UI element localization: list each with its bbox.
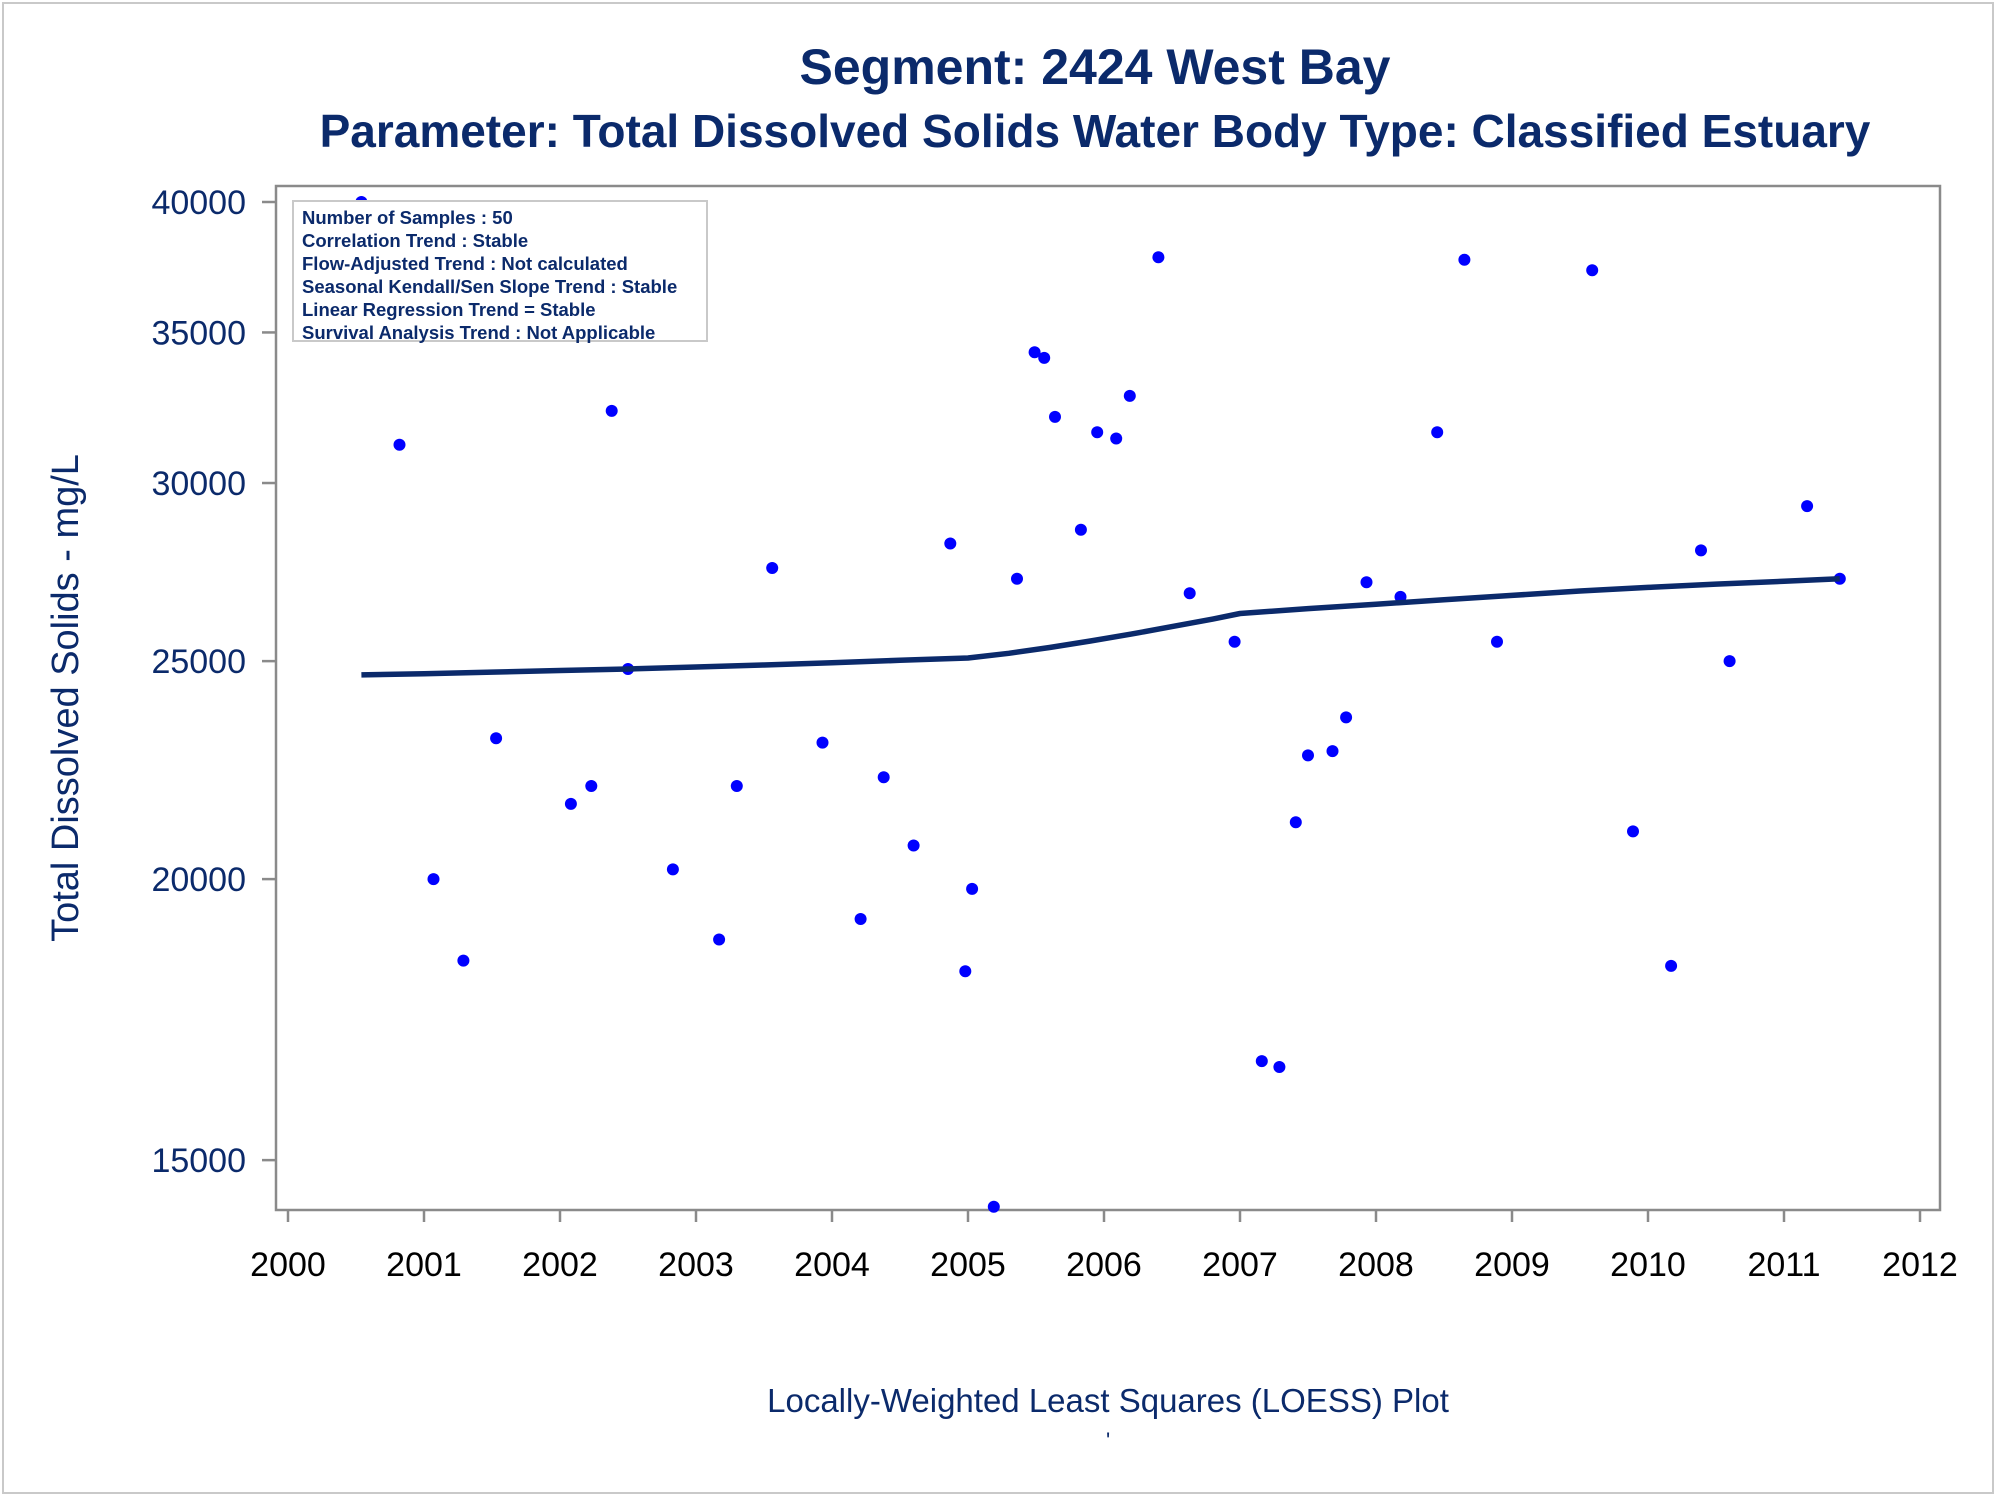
stat-line-1: Correlation Trend : Stable <box>302 230 529 251</box>
data-point-11 <box>730 780 743 792</box>
data-point-21 <box>1011 572 1023 585</box>
data-point-44 <box>1627 825 1639 838</box>
y-axis: 15000 20000 25000 30000 35000 40000 <box>151 184 276 1180</box>
data-point-25 <box>1074 523 1087 536</box>
data-point-37 <box>1340 711 1353 724</box>
x-tick-label-0: 2000 <box>250 1246 326 1284</box>
y-tick-label-1: 20000 <box>151 861 246 899</box>
data-point-33 <box>1273 1061 1286 1073</box>
data-point-34 <box>1289 816 1302 829</box>
x-tick-label-12: 2012 <box>1882 1246 1958 1284</box>
data-point-29 <box>1152 251 1165 264</box>
x-tick-label-10: 2010 <box>1610 1246 1686 1284</box>
data-point-19 <box>966 882 979 895</box>
chart-footnote: Locally-Weighted Least Squares (LOESS) P… <box>767 1382 1449 1419</box>
x-tick-label-2: 2002 <box>522 1246 598 1284</box>
y-tick-label-2: 25000 <box>151 643 246 681</box>
data-point-16 <box>907 839 920 852</box>
data-point-4 <box>490 732 503 745</box>
x-tick-label-4: 2004 <box>794 1246 870 1284</box>
data-point-32 <box>1255 1055 1268 1068</box>
x-tick-label-11: 2011 <box>1747 1246 1820 1284</box>
data-point-18 <box>959 965 972 978</box>
x-tick-label-9: 2009 <box>1474 1246 1550 1284</box>
data-point-43 <box>1586 264 1599 277</box>
chart-title: Segment: 2424 West Bay <box>799 39 1391 95</box>
data-point-22 <box>1028 346 1041 359</box>
data-point-5 <box>564 797 577 810</box>
data-point-27 <box>1110 432 1123 445</box>
footnote-mark: ' <box>1106 1428 1111 1453</box>
chart-subtitle: Parameter: Total Dissolved Solids Water … <box>319 105 1871 157</box>
data-point-6 <box>585 780 598 792</box>
data-point-13 <box>816 736 829 749</box>
data-point-2 <box>427 873 440 886</box>
data-point-31 <box>1228 635 1241 648</box>
x-axis: 2000 2001 2002 2003 2004 2005 2006 2007 2008 2009… <box>250 1210 1958 1284</box>
data-point-35 <box>1302 749 1314 762</box>
x-tick-label-5: 2005 <box>930 1246 1006 1284</box>
data-point-40 <box>1431 426 1444 439</box>
stat-line-0: Number of Samples : 50 <box>302 207 513 228</box>
data-point-46 <box>1695 544 1707 557</box>
x-tick-label-8: 2008 <box>1338 1246 1414 1284</box>
data-point-3 <box>457 954 470 967</box>
x-tick-label-6: 2006 <box>1066 1246 1142 1284</box>
plot-area <box>274 184 1942 1212</box>
data-marks <box>355 196 1846 1213</box>
data-point-20 <box>987 1200 1000 1213</box>
data-point-1 <box>393 438 406 451</box>
y-tick-label-0: 15000 <box>151 1142 246 1180</box>
data-point-41 <box>1458 253 1471 266</box>
data-point-28 <box>1123 389 1136 402</box>
stat-line-4: Linear Regression Trend = Stable <box>302 299 596 320</box>
data-point-12 <box>766 562 779 574</box>
data-point-48 <box>1801 500 1814 513</box>
stat-line-5: Survival Analysis Trend : Not Applicable <box>302 322 656 343</box>
x-tick-label-7: 2007 <box>1202 1246 1278 1284</box>
data-point-26 <box>1091 426 1104 439</box>
y-tick-label-5: 40000 <box>151 184 246 222</box>
y-tick-label-4: 35000 <box>151 314 246 352</box>
x-tick-label-1: 2001 <box>386 1246 462 1284</box>
data-point-14 <box>854 913 867 925</box>
stat-line-2: Flow-Adjusted Trend : Not calculated <box>302 253 628 274</box>
data-point-23 <box>1038 351 1051 364</box>
data-point-10 <box>713 933 726 946</box>
data-point-47 <box>1723 655 1736 668</box>
stat-line-3: Seasonal Kendall/Sen Slope Trend : Stabl… <box>302 276 678 297</box>
data-point-42 <box>1491 635 1503 648</box>
loess-line <box>361 575 1840 678</box>
data-point-36 <box>1326 745 1339 758</box>
data-point-24 <box>1049 410 1061 423</box>
data-point-17 <box>944 537 957 550</box>
data-point-15 <box>877 771 890 784</box>
data-point-38 <box>1360 576 1373 589</box>
data-point-7 <box>605 404 618 417</box>
data-point-30 <box>1183 587 1196 600</box>
data-point-9 <box>666 863 679 876</box>
x-tick-label-3: 2003 <box>658 1246 734 1284</box>
data-point-45 <box>1665 959 1678 972</box>
y-tick-label-3: 30000 <box>151 465 246 503</box>
trend-stats-box: Number of Samples : 50 Correlation Trend … <box>292 200 708 343</box>
y-axis-label: Total Dissolved Solids - mg/L <box>45 454 87 942</box>
